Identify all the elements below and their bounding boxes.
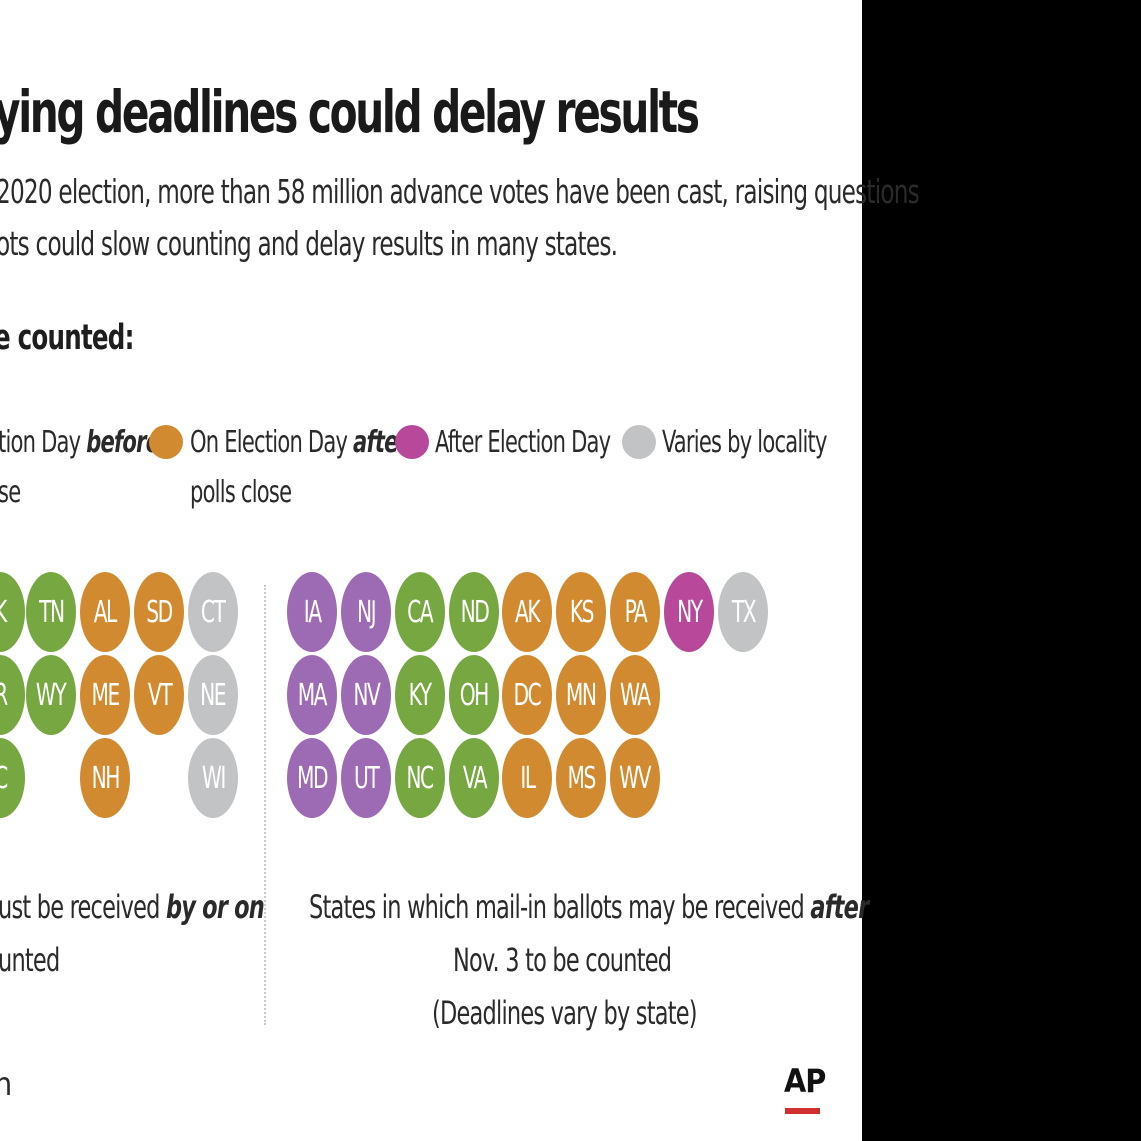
subtitle-line-2: ots could slow counting and delay result… [0,224,618,263]
legend-before-line2: se [0,475,21,510]
right-caption-text: States in which mail-in ballots may be r… [309,888,811,926]
source-fragment: n [0,1065,13,1103]
right-caption-line-1: States in which mail-in ballots may be r… [309,888,869,926]
state-badge: WY [26,655,76,735]
legend-after-polls-text: On Election Day [190,425,354,460]
state-badge: WA [610,655,660,735]
subtitle-line-1: 2020 election, more than 58 million adva… [0,172,920,211]
legend-before-bold: before [86,425,160,460]
state-badge: MS [556,738,606,818]
state-badge: MN [556,655,606,735]
state-badge: CT [188,572,238,652]
state-badge: ME [80,655,130,735]
state-badge: PA [610,572,660,652]
state-badge: TX [718,572,768,652]
legend-item-before: tion Day before se [0,418,160,518]
page-title: ying deadlines could delay results [0,78,700,146]
legend-item-after-election: After Election Day [435,425,611,460]
state-badge: SD [134,572,184,652]
state-badge: TN [26,572,76,652]
state-badge: CA [395,572,445,652]
state-badge: K [0,572,25,652]
left-caption-line-1: ust be received by or on [0,888,265,926]
right-caption-bold: after [810,888,869,926]
state-badge: IA [287,572,337,652]
state-badge: IL [502,738,552,818]
black-panel [862,0,1141,1141]
right-caption-line-2: Nov. 3 to be counted [453,941,672,979]
state-badge: R [0,655,25,735]
state-badge: MD [287,738,337,818]
state-badge: OH [449,655,499,735]
legend-item-varies: Varies by locality [662,425,827,460]
legend-item-after-polls: On Election Day after polls close [190,418,408,518]
legend-dot-after-polls-icon [149,425,183,459]
state-badge: NY [664,572,714,652]
right-caption-line-3: (Deadlines vary by state) [432,994,698,1032]
state-badge: VA [449,738,499,818]
legend-dot-varies-icon [622,425,656,459]
left-caption-text: ust be received [0,888,166,926]
state-badge: KS [556,572,606,652]
state-badge: VT [134,655,184,735]
state-badge: WV [610,738,660,818]
state-badge: AL [80,572,130,652]
state-badge: AK [502,572,552,652]
legend-before-text: tion Day [0,425,87,460]
legend-after-polls-line2: polls close [190,475,292,510]
group-divider [264,585,266,1025]
state-badge: WI [188,738,238,818]
state-badge: MA [287,655,337,735]
state-badge: DC [502,655,552,735]
section-heading: e counted: [0,318,134,358]
state-badge: NE [188,655,238,735]
state-badge: NJ [341,572,391,652]
left-caption-bold: by or on [165,888,265,926]
state-badge: NH [80,738,130,818]
ap-logo: AP [784,1062,826,1100]
legend-dot-after-election-icon [395,425,429,459]
left-caption-line-2: unted [0,941,60,979]
ap-logo-bar [785,1108,820,1114]
state-badge: ND [449,572,499,652]
state-badge: NV [341,655,391,735]
state-badge: C [0,738,25,818]
state-badge: NC [395,738,445,818]
state-badge: KY [395,655,445,735]
state-badge: UT [341,738,391,818]
